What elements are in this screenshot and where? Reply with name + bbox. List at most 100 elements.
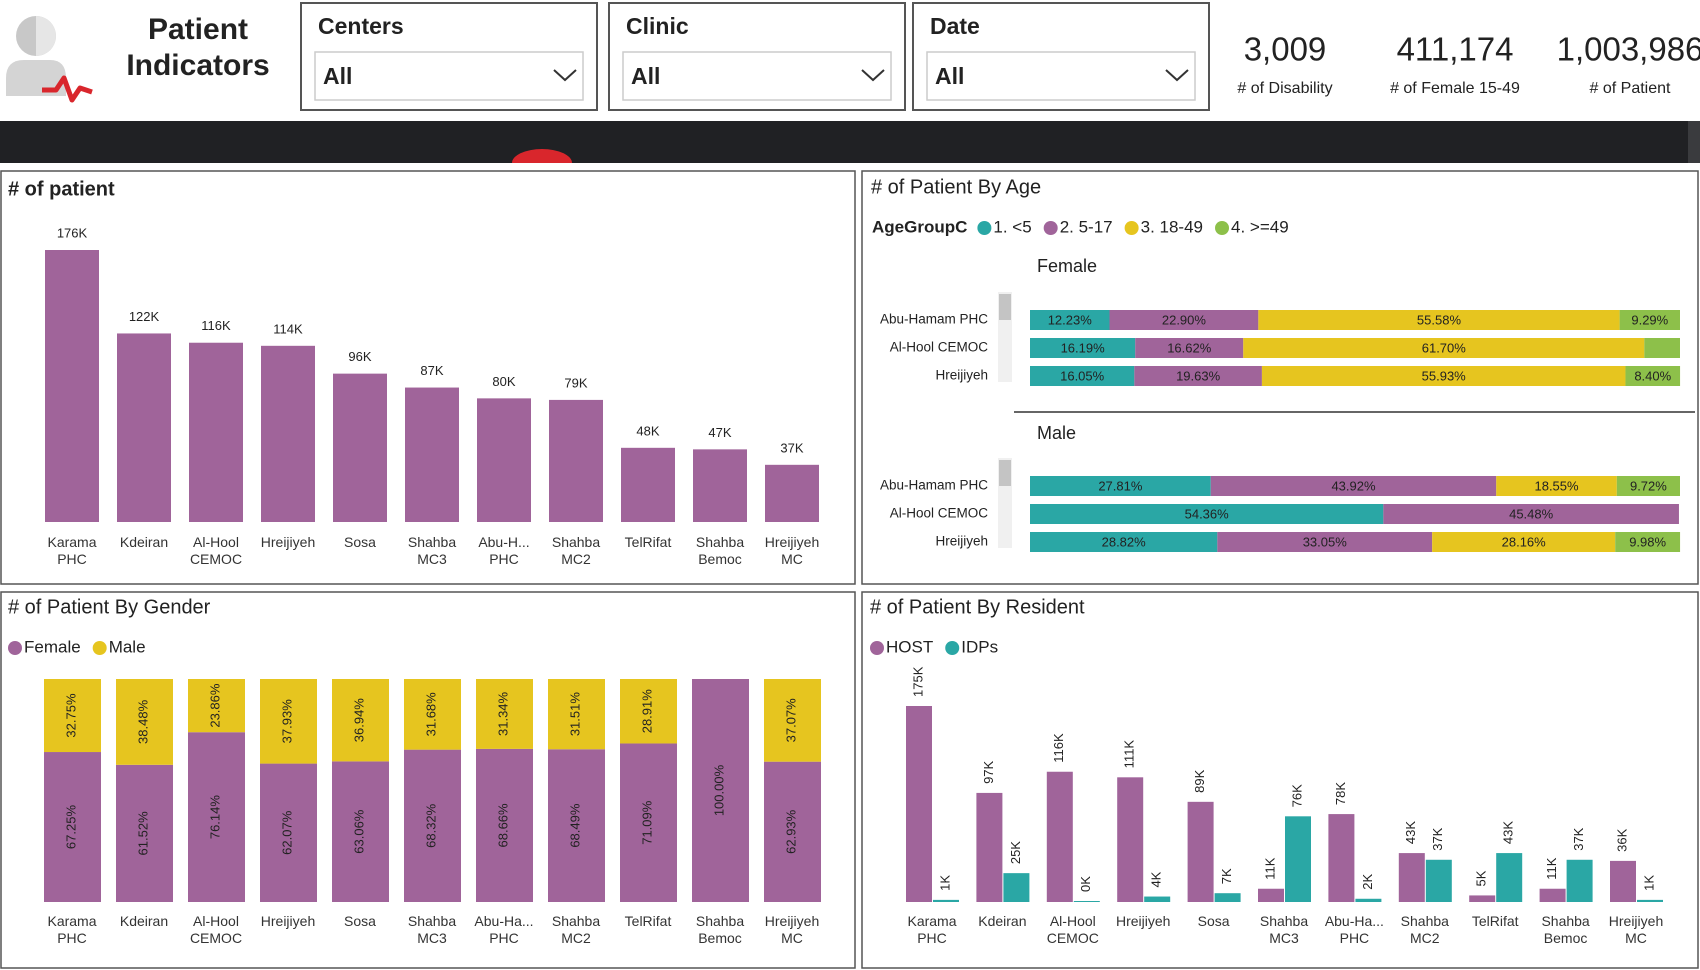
x-tick-label: Shahba Bemoc — [1541, 913, 1590, 946]
data-label: 111K — [1122, 740, 1137, 769]
data-label: 78K — [1333, 782, 1348, 805]
y-tick-label: Al-Hool CEMOC — [890, 340, 989, 355]
data-label: 2K — [1360, 874, 1375, 890]
legend-marker — [870, 641, 884, 655]
dropdown[interactable] — [926, 51, 1196, 101]
data-label: 55.58% — [1417, 312, 1462, 327]
slicer[interactable]: Clinic All — [608, 2, 906, 111]
x-tick-label-box: TelRifat — [625, 913, 672, 929]
data-label: 18.55% — [1534, 478, 1579, 493]
dropdown-value[interactable]: All — [935, 63, 964, 89]
data-label: 16.05% — [1060, 368, 1105, 383]
panel — [0, 591, 856, 969]
bar — [1328, 814, 1355, 902]
bar — [1469, 895, 1496, 902]
x-tick-label: Shahba MC3 — [407, 913, 457, 946]
slicer[interactable]: Date All — [912, 2, 1210, 111]
x-tick-label: Hreijiyeh — [260, 534, 316, 550]
x-tick-label-box: Abu-H... PHC — [478, 534, 529, 567]
x-tick-label-box: Shahba MC3 — [407, 534, 457, 567]
bar-segment — [764, 679, 821, 762]
dropdown-value[interactable]: All — [323, 63, 352, 89]
data-label: 89K — [1192, 769, 1207, 792]
x-tick-label-box: Abu-Ha... PHC — [474, 913, 534, 946]
data-label: 37K — [1430, 827, 1445, 850]
title-box: Patient Indicators — [126, 13, 269, 82]
dropdown[interactable] — [314, 51, 584, 101]
slicer[interactable]: Centers All — [300, 2, 598, 111]
x-tick-label: Shahba MC3 — [407, 534, 457, 567]
bar-segment — [1135, 338, 1244, 358]
bar-segment — [1615, 532, 1681, 552]
data-label: 43.92% — [1331, 478, 1376, 493]
dropdown-value[interactable]: All — [631, 63, 660, 89]
data-label: 63.06% — [351, 809, 366, 854]
bar-segment — [1030, 476, 1211, 496]
data-label: 11K — [1544, 857, 1559, 879]
x-tick-label: Sosa — [344, 913, 376, 929]
data-label: 48K — [636, 423, 659, 438]
data-label: 8.40% — [1634, 368, 1671, 383]
bar-segment — [188, 679, 245, 733]
data-label: 116K — [201, 318, 231, 333]
bar-segment — [1109, 310, 1259, 330]
data-label: 23.86% — [207, 683, 222, 728]
bar — [976, 792, 1003, 902]
legend-label: 1. <5 — [993, 217, 1031, 236]
panel-title: Male — [1037, 423, 1076, 443]
data-label: 31.51% — [567, 692, 582, 737]
bar-segment — [764, 761, 821, 902]
data-label: 1K — [1641, 875, 1656, 891]
bar — [117, 333, 171, 522]
kpi-value: 411,174 — [1397, 31, 1514, 68]
bar — [1117, 777, 1144, 902]
legend-marker — [92, 641, 107, 655]
chart-title: # of Patient By Age — [871, 176, 1041, 198]
bar — [261, 345, 315, 522]
x-tick-label-box: Karama PHC — [47, 534, 96, 567]
x-tick-label-box: Sosa — [1198, 913, 1230, 929]
data-label: 22.90% — [1162, 312, 1207, 327]
x-tick-label-box: Al-Hool CEMOC — [190, 534, 242, 567]
bar-segment — [1625, 366, 1681, 386]
kpi-label: # of Disability — [1237, 80, 1332, 97]
x-tick-label: Shahba Bemoc — [695, 913, 745, 946]
panel — [861, 170, 1699, 585]
bar-segment — [476, 748, 533, 902]
data-label: 1K — [937, 875, 952, 891]
data-label: 61.70% — [1422, 340, 1467, 355]
bar-segment — [1030, 310, 1110, 330]
bar — [1355, 898, 1382, 902]
legend-label: Male — [109, 637, 146, 656]
legend-label: 4. >=49 — [1231, 217, 1289, 236]
data-label: 4K — [1149, 871, 1164, 887]
x-tick-label-box: Kdeiran — [120, 534, 168, 550]
dropdown-chevron[interactable] — [861, 69, 885, 82]
dropdown[interactable] — [622, 51, 892, 101]
data-label: 37K — [1571, 827, 1586, 850]
data-label: 68.66% — [495, 803, 510, 848]
kpi-value: 3,009 — [1244, 31, 1327, 68]
data-label: 37K — [780, 440, 803, 455]
slicer-label: Date — [930, 13, 980, 39]
x-tick-label: Abu-Ha... PHC — [474, 913, 534, 946]
x-tick-label-box: Sosa — [344, 913, 376, 929]
x-tick-label: Abu-Ha... PHC — [1324, 913, 1384, 946]
chart-title: # of Patient By Gender — [8, 596, 211, 618]
data-label: 80K — [492, 374, 515, 389]
data-label: 122K — [129, 309, 160, 324]
bar-segment — [476, 679, 533, 749]
dropdown-chevron[interactable] — [1165, 69, 1189, 82]
chart-title: # of patient — [8, 178, 115, 200]
legend-label: 3. 18-49 — [1141, 217, 1203, 236]
data-label: 96K — [348, 349, 371, 364]
data-label: 16.62% — [1167, 340, 1212, 355]
bar-segment — [116, 679, 173, 765]
dropdown-chevron[interactable] — [553, 69, 577, 82]
bar — [906, 706, 932, 902]
bar-segment — [1644, 338, 1680, 358]
bar — [1214, 893, 1241, 902]
x-tick-label: Hreijiyeh — [260, 913, 316, 929]
data-label: 0K — [1078, 876, 1093, 892]
